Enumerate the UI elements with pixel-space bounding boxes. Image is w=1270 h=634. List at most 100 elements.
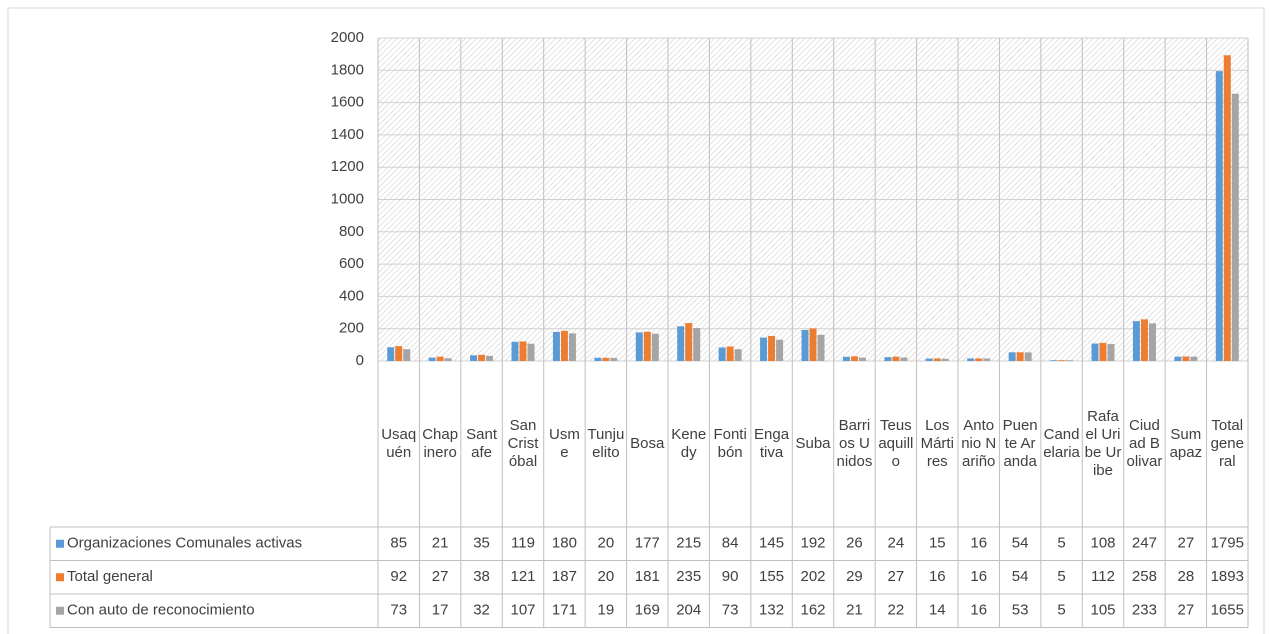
table-value: 145 — [759, 535, 784, 552]
x-tick-label: Puente Aranda — [1002, 417, 1038, 470]
bar — [651, 333, 659, 361]
bar — [850, 356, 858, 361]
y-tick-label: 800 — [339, 223, 364, 240]
bar — [1148, 323, 1156, 361]
x-tick-label: Ciudad Bolivar — [1126, 417, 1163, 470]
table-value: 27 — [432, 568, 449, 585]
y-tick-label: 200 — [339, 320, 364, 337]
bar — [1050, 360, 1058, 361]
bar — [403, 349, 411, 361]
bar — [967, 358, 975, 361]
table-value: 177 — [635, 535, 660, 552]
x-tick-label: Barrios Unidos — [836, 417, 873, 470]
bar — [594, 357, 602, 361]
bar — [933, 358, 941, 361]
bar — [941, 358, 949, 361]
table-value: 19 — [598, 602, 615, 619]
table-value: 181 — [635, 568, 660, 585]
table-value: 132 — [759, 602, 784, 619]
table-value: 169 — [635, 602, 660, 619]
x-tick-label: Fontibón — [713, 426, 747, 461]
bar — [395, 346, 403, 361]
y-tick-label: 1400 — [331, 126, 364, 143]
table-value: 22 — [888, 602, 905, 619]
x-tick-label: Los Mártires — [920, 417, 954, 470]
bar — [527, 343, 535, 361]
bar — [1223, 55, 1231, 362]
table-value: 15 — [929, 535, 946, 552]
bar — [677, 326, 685, 361]
x-tick-label: Bosa — [630, 435, 665, 452]
bar — [560, 330, 568, 361]
bar — [809, 328, 817, 361]
bar — [1058, 360, 1066, 361]
table-value: 32 — [473, 602, 490, 619]
table-value: 27 — [1178, 602, 1195, 619]
bar — [892, 356, 900, 361]
x-tick-label: Antonio Nariño — [961, 417, 997, 470]
legend-label: Total general — [67, 568, 153, 585]
bar — [983, 358, 991, 361]
table-value: 90 — [722, 568, 739, 585]
bar — [1140, 319, 1148, 361]
legend-label: Con auto de reconocimiento — [67, 602, 255, 619]
y-tick-label: 1200 — [331, 158, 364, 175]
bar — [693, 328, 701, 361]
x-tick-label: San Cristóbal — [507, 417, 539, 470]
bar — [858, 357, 866, 361]
y-tick-label: 1800 — [331, 61, 364, 78]
table-value: 92 — [390, 568, 407, 585]
table-value: 20 — [598, 535, 615, 552]
bar — [444, 358, 452, 361]
table-value: 1795 — [1211, 535, 1244, 552]
legend-swatch — [56, 606, 64, 615]
table-value: 107 — [510, 602, 535, 619]
x-tick-label: Engativa — [754, 426, 790, 461]
bar — [602, 357, 610, 361]
bar — [478, 354, 486, 361]
bar — [726, 346, 734, 361]
y-tick-label: 1600 — [331, 94, 364, 111]
table-value: 84 — [722, 535, 739, 552]
bar — [718, 347, 726, 361]
table-value: 53 — [1012, 602, 1029, 619]
y-tick-label: 1000 — [331, 190, 364, 207]
table-value: 233 — [1132, 602, 1157, 619]
bar — [568, 333, 576, 361]
table-value: 258 — [1132, 568, 1157, 585]
table-value: 112 — [1091, 568, 1115, 585]
table-value: 54 — [1012, 535, 1029, 552]
table-value: 247 — [1132, 535, 1157, 552]
x-tick-label: Teusaquillo — [878, 417, 914, 470]
bar — [1182, 356, 1190, 361]
table-value: 105 — [1090, 602, 1115, 619]
bar — [519, 341, 527, 361]
bar — [387, 347, 395, 361]
x-tick-label: Kenedy — [671, 426, 707, 461]
bar — [1190, 356, 1198, 361]
bar — [760, 337, 768, 361]
table-value: 16 — [970, 535, 987, 552]
bar — [635, 332, 643, 361]
bar — [1099, 342, 1107, 361]
x-tick-label: Rafael Uribe Uribe — [1084, 408, 1122, 479]
bar — [1091, 343, 1099, 361]
bar — [1016, 352, 1024, 361]
bar — [801, 329, 809, 361]
table-value: 162 — [800, 602, 825, 619]
table-value: 108 — [1090, 535, 1115, 552]
table-value: 27 — [888, 568, 905, 585]
bar — [817, 334, 825, 361]
legend-swatch — [56, 573, 64, 582]
bar — [900, 357, 908, 361]
y-tick-label: 400 — [339, 287, 364, 304]
legend-swatch — [56, 539, 64, 548]
table-value: 85 — [390, 535, 407, 552]
table-value: 26 — [846, 535, 863, 552]
table-value: 14 — [929, 602, 946, 619]
table-value: 16 — [970, 602, 987, 619]
table-value: 21 — [432, 535, 449, 552]
chart-frame — [7, 7, 1265, 634]
x-tick-label: Total general — [1210, 417, 1244, 470]
